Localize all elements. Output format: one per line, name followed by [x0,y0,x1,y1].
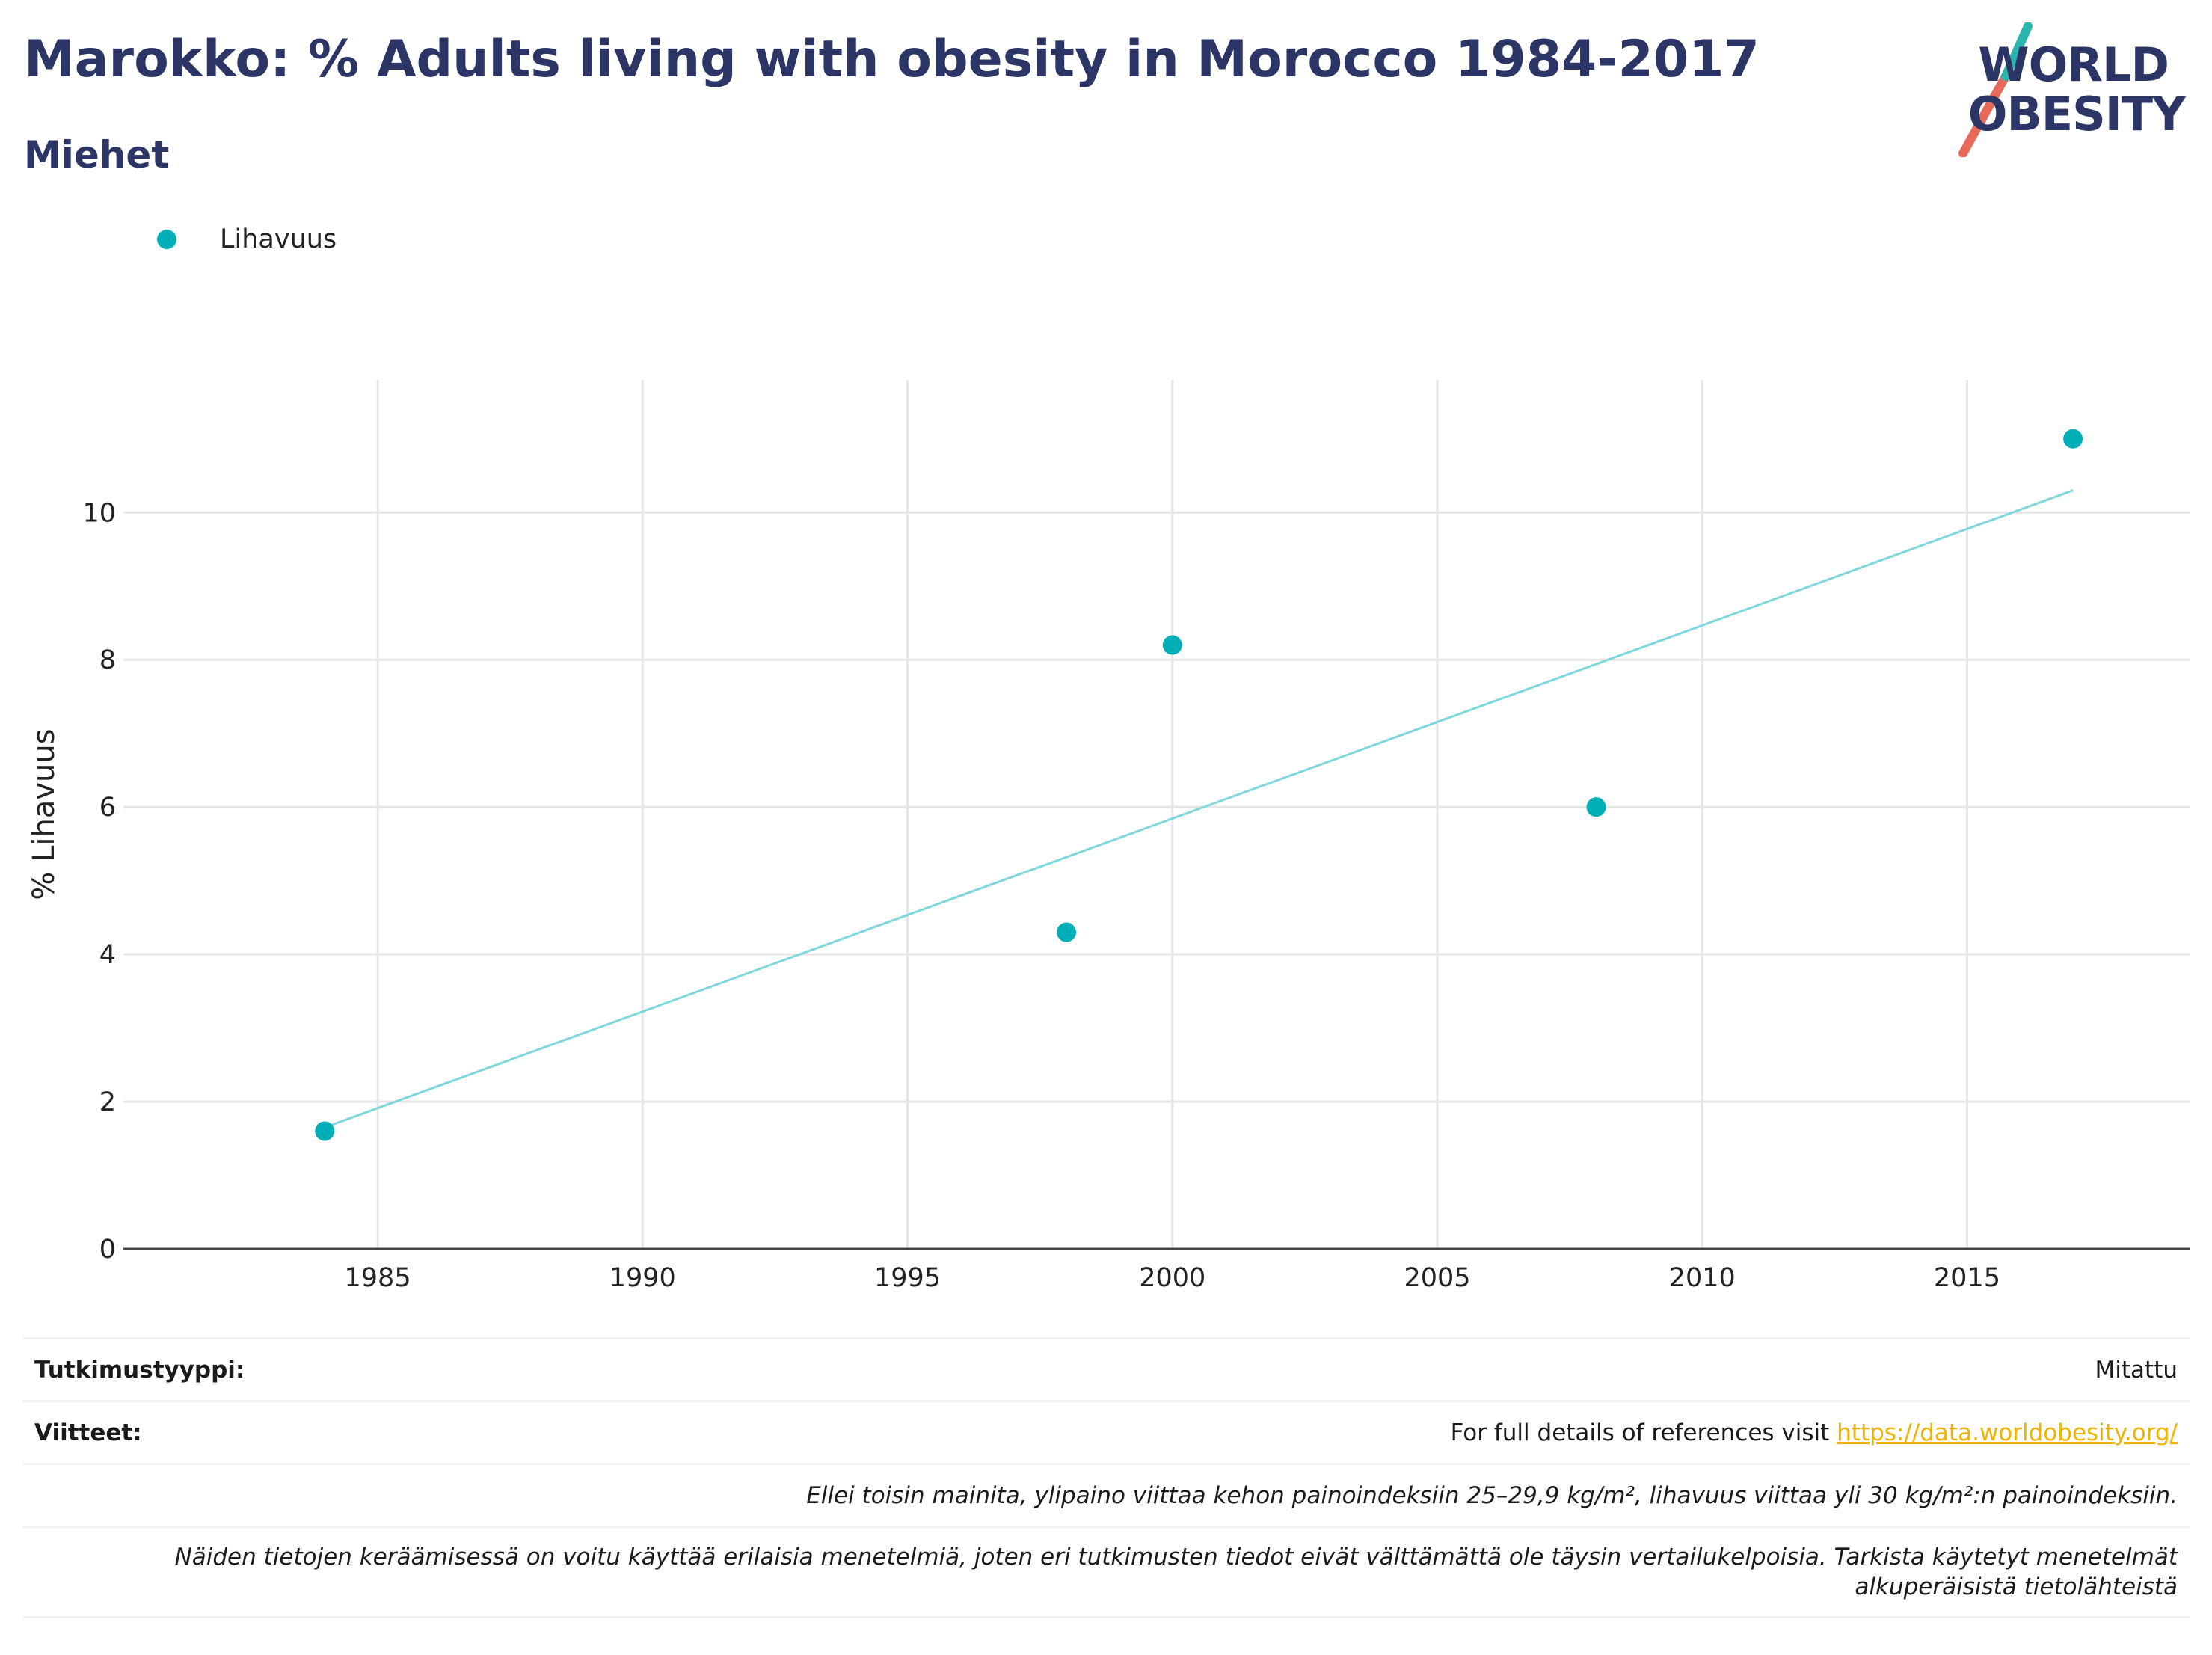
logo-slash-icon [1958,22,2033,157]
legend-label: Lihavuus [220,224,337,254]
chart-subtitle: Miehet [24,133,170,176]
x-tick-label: 1985 [345,1263,411,1293]
y-tick-label: 6 [99,793,116,823]
methodology-note-line2: alkuperäisistä tietolähteistä [1855,1573,2178,1600]
study-type-value: Mitattu [2095,1356,2178,1384]
legend: Lihavuus [157,224,337,254]
x-tick-label: 2010 [1669,1263,1736,1293]
y-tick-label: 8 [99,645,116,675]
y-tick-label: 2 [99,1087,116,1117]
study-type-label: Tutkimustyyppi: [34,1356,245,1384]
references-row: Viitteet: For full details of references… [22,1400,2190,1463]
world-obesity-logo: WORLD OBESITY [1952,22,2199,157]
data-point [315,1121,335,1141]
study-type-row: Tutkimustyyppi: Mitattu [22,1337,2190,1400]
scatter-chart: 1985 1990 1995 2000 2005 2010 2015 0 2 4 6 8 10 % Lih… [27,380,2190,1293]
methodology-note: Näiden tietojen keräämisessä on voitu kä… [175,1542,2178,1602]
methodology-note-row: Näiden tietojen keräämisessä on voitu kä… [22,1526,2190,1618]
definition-note-row: Ellei toisin mainita, ylipaino viittaa k… [22,1463,2190,1526]
methodology-note-line1: Näiden tietojen keräämisessä on voitu kä… [174,1544,2178,1570]
definition-note: Ellei toisin mainita, ylipaino viittaa k… [806,1481,2178,1509]
x-tick-label: 2015 [1934,1263,2000,1293]
logo-word-world: WORLD [1978,37,2169,92]
y-tick-label: 4 [99,940,116,970]
references-text: For full details of references visit [1450,1419,1837,1446]
chart-title: Marokko: % Adults living with obesity in… [24,30,1760,89]
references-label: Viitteet: [34,1419,142,1446]
data-point [1162,635,1182,655]
x-tick-label: 1995 [874,1263,941,1293]
data-point [1586,797,1606,817]
x-tick-label: 2000 [1139,1263,1205,1293]
trend-line [324,489,2074,1129]
y-axis-title: % Lihavuus [27,728,61,900]
info-table: Tutkimustyyppi: Mitattu Viitteet: For fu… [22,1337,2190,1618]
x-tick-label: 2005 [1404,1263,1470,1293]
references-link[interactable]: https://data.worldobesity.org/ [1837,1419,2178,1446]
x-tick-label: 1990 [609,1263,676,1293]
data-point [1057,922,1077,942]
logo-word-obesity: OBESITY [1967,87,2186,141]
y-tick-label: 10 [82,498,116,528]
legend-marker [157,230,176,249]
data-point [2063,429,2083,449]
references-value: For full details of references visit htt… [1451,1419,2178,1446]
y-tick-label: 0 [99,1235,116,1265]
